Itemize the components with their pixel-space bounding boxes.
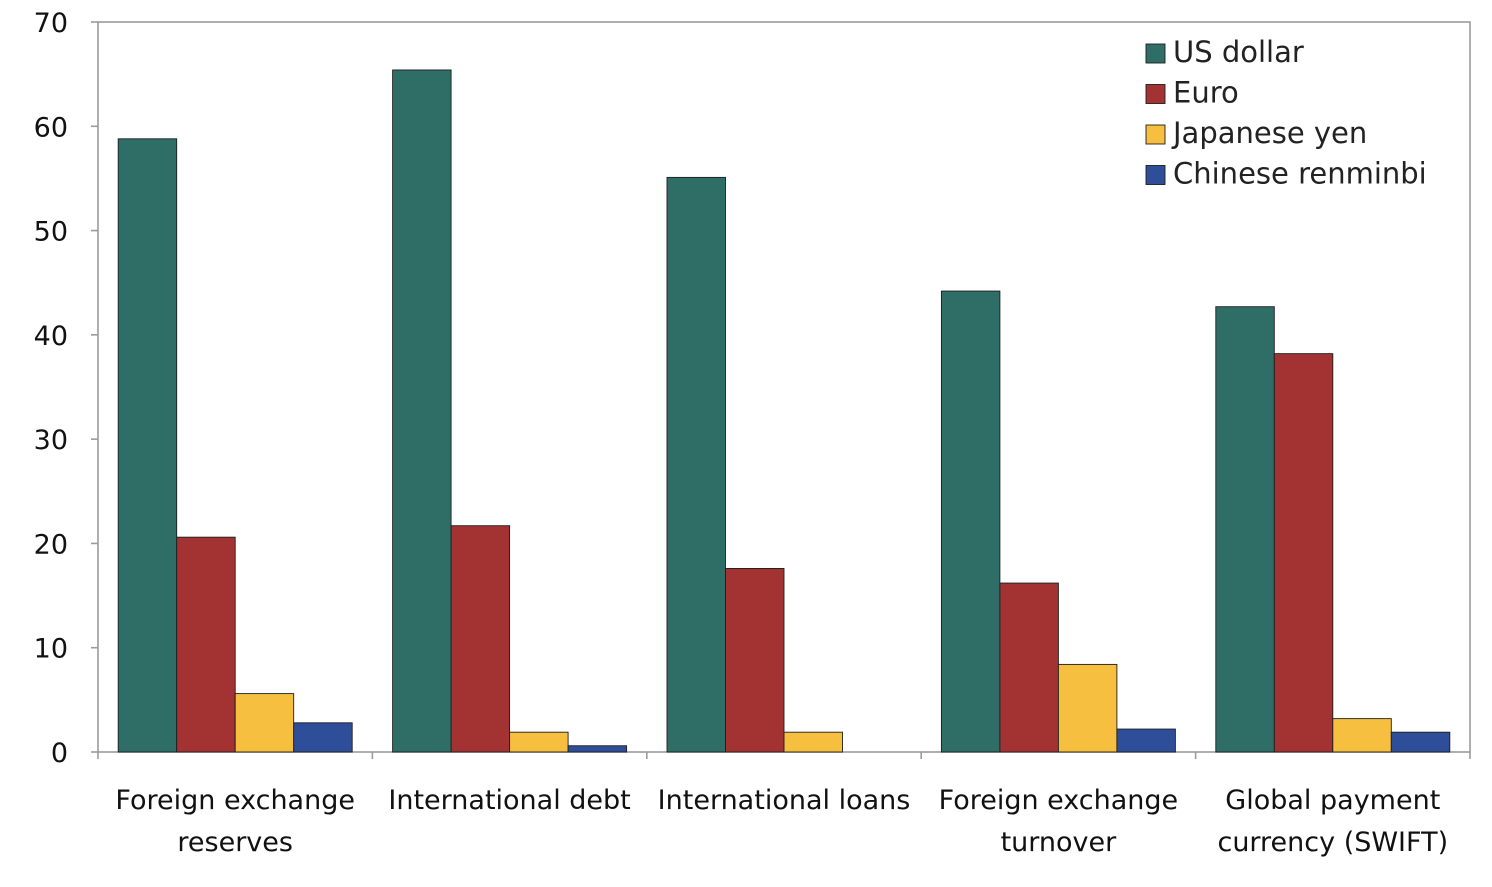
bar-us-dollar (392, 69, 452, 753)
y-tick-label: 40 (34, 321, 68, 352)
legend-label-euro: Euro (1173, 76, 1239, 110)
bar-japanese-yen (509, 731, 569, 753)
bar-chinese-renminbi (1116, 728, 1176, 753)
bar-us-dollar (666, 176, 726, 753)
x-category-label: Foreign exchange turnover (939, 785, 1179, 858)
bar-euro (450, 525, 511, 753)
legend: US dollar Euro Japanese yen Chinese renminb… (1145, 35, 1427, 191)
bar-japanese-yen (1332, 718, 1392, 753)
bar-japanese-yen (1057, 663, 1118, 753)
x-category-label: Global payment currency (SWIFT) (1217, 785, 1448, 858)
bar-euro (1273, 353, 1334, 753)
legend-swatch-us-dollar (1145, 43, 1166, 64)
legend-swatch-japanese-yen (1145, 124, 1166, 145)
legend-swatch-chinese-renminbi (1145, 165, 1166, 185)
x-axis-category-labels: Foreign exchange reserves International de… (115, 785, 1448, 858)
bars-layer (97, 69, 1471, 759)
y-tick-label: 70 (34, 8, 68, 39)
bar-euro (176, 536, 236, 753)
bar-us-dollar (117, 138, 178, 753)
x-category-label: Foreign exchange reserves (115, 785, 355, 858)
legend-label-japanese-yen: Japanese yen (1171, 116, 1367, 150)
y-axis-ticks: 0 10 20 30 40 50 60 70 (34, 8, 98, 769)
bar-japanese-yen (783, 731, 843, 753)
x-category-label: International debt (388, 785, 630, 816)
bar-japanese-yen (234, 693, 295, 753)
y-tick-label: 0 (51, 738, 68, 769)
x-category-label: International loans (658, 785, 911, 816)
y-tick-label: 60 (34, 112, 68, 143)
bar-euro (725, 568, 785, 753)
legend-swatch-euro (1145, 84, 1166, 104)
legend-label-us-dollar: US dollar (1173, 35, 1304, 69)
bar-chinese-renminbi (1390, 731, 1451, 753)
y-tick-label: 30 (34, 425, 68, 456)
bar-us-dollar (1215, 306, 1275, 753)
bar-chinese-renminbi (567, 745, 628, 753)
y-tick-label: 50 (34, 217, 68, 248)
bar-chinese-renminbi (293, 722, 353, 753)
bar-us-dollar (940, 290, 1001, 753)
y-tick-label: 20 (34, 529, 68, 560)
legend-label-chinese-renminbi: Chinese renminbi (1173, 157, 1427, 191)
y-tick-label: 10 (34, 634, 68, 665)
bar-euro (999, 582, 1059, 753)
